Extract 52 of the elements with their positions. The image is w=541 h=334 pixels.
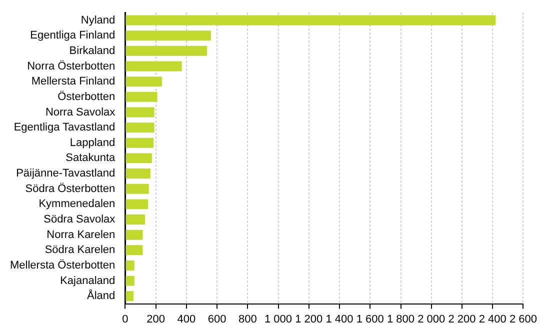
bar xyxy=(126,15,496,26)
bar xyxy=(126,260,134,270)
bar xyxy=(126,61,182,72)
bar xyxy=(126,92,158,102)
y-tick-label: Mellersta Finland xyxy=(31,76,116,88)
x-tick-label: 1 800 xyxy=(386,313,415,326)
y-tick-label: Egentliga Finland xyxy=(30,30,116,42)
bar xyxy=(126,76,162,87)
y-tick-label: Mellersta Österbotten xyxy=(10,258,116,272)
bar xyxy=(126,46,208,56)
bar xyxy=(126,199,148,210)
x-tick-label: 2 400 xyxy=(478,313,506,326)
x-tick-label: 1 400 xyxy=(326,313,354,326)
y-tick-label: Norra Savolax xyxy=(45,106,116,118)
y-tick-label: Kymmenedalen xyxy=(38,198,116,210)
bar xyxy=(126,245,143,256)
bar xyxy=(126,184,149,194)
y-tick-label: Södra Karelen xyxy=(44,244,116,256)
bar xyxy=(126,276,134,286)
bar xyxy=(126,122,154,133)
y-tick-label: Kajanaland xyxy=(60,274,116,287)
y-tick-label: Åland xyxy=(87,289,116,302)
y-tick-label: Egentliga Tavastland xyxy=(14,122,116,134)
x-tick-label: 2 600 xyxy=(509,313,537,326)
y-tick-label: Päijänne-Tavastland xyxy=(16,168,116,180)
y-tick-label: Södra Österbotten xyxy=(25,182,116,195)
bar xyxy=(126,107,154,118)
x-tick-label: 1 000 xyxy=(264,313,292,326)
x-tick-label: 400 xyxy=(177,313,196,326)
x-tick-label: 200 xyxy=(146,313,165,326)
y-tick-label: Birkaland xyxy=(69,44,116,57)
bar xyxy=(126,230,143,240)
x-tick-label: 1 200 xyxy=(295,313,323,326)
bar xyxy=(126,153,152,164)
x-tick-label: 800 xyxy=(238,313,257,326)
y-tick-label: Södra Savolax xyxy=(44,214,116,226)
x-tick-label: 600 xyxy=(208,313,226,326)
y-tick-label: Norra Karelen xyxy=(46,228,116,241)
x-tick-label: 2 000 xyxy=(418,313,446,326)
bar xyxy=(126,168,150,179)
y-tick-label: Satakunta xyxy=(66,152,116,164)
x-tick-label: 2 200 xyxy=(448,313,476,326)
y-tick-label: Nyland xyxy=(80,14,116,26)
bar xyxy=(126,30,211,41)
bar xyxy=(126,291,134,302)
y-tick-label: Österbotten xyxy=(58,90,116,103)
y-tick-label: Norra Österbotten xyxy=(27,59,116,72)
bar xyxy=(126,138,154,148)
x-tick-label: 1 600 xyxy=(356,313,384,326)
bar xyxy=(126,214,146,224)
y-tick-label: Lappland xyxy=(70,136,116,149)
x-tick-label: 0 xyxy=(122,313,128,326)
